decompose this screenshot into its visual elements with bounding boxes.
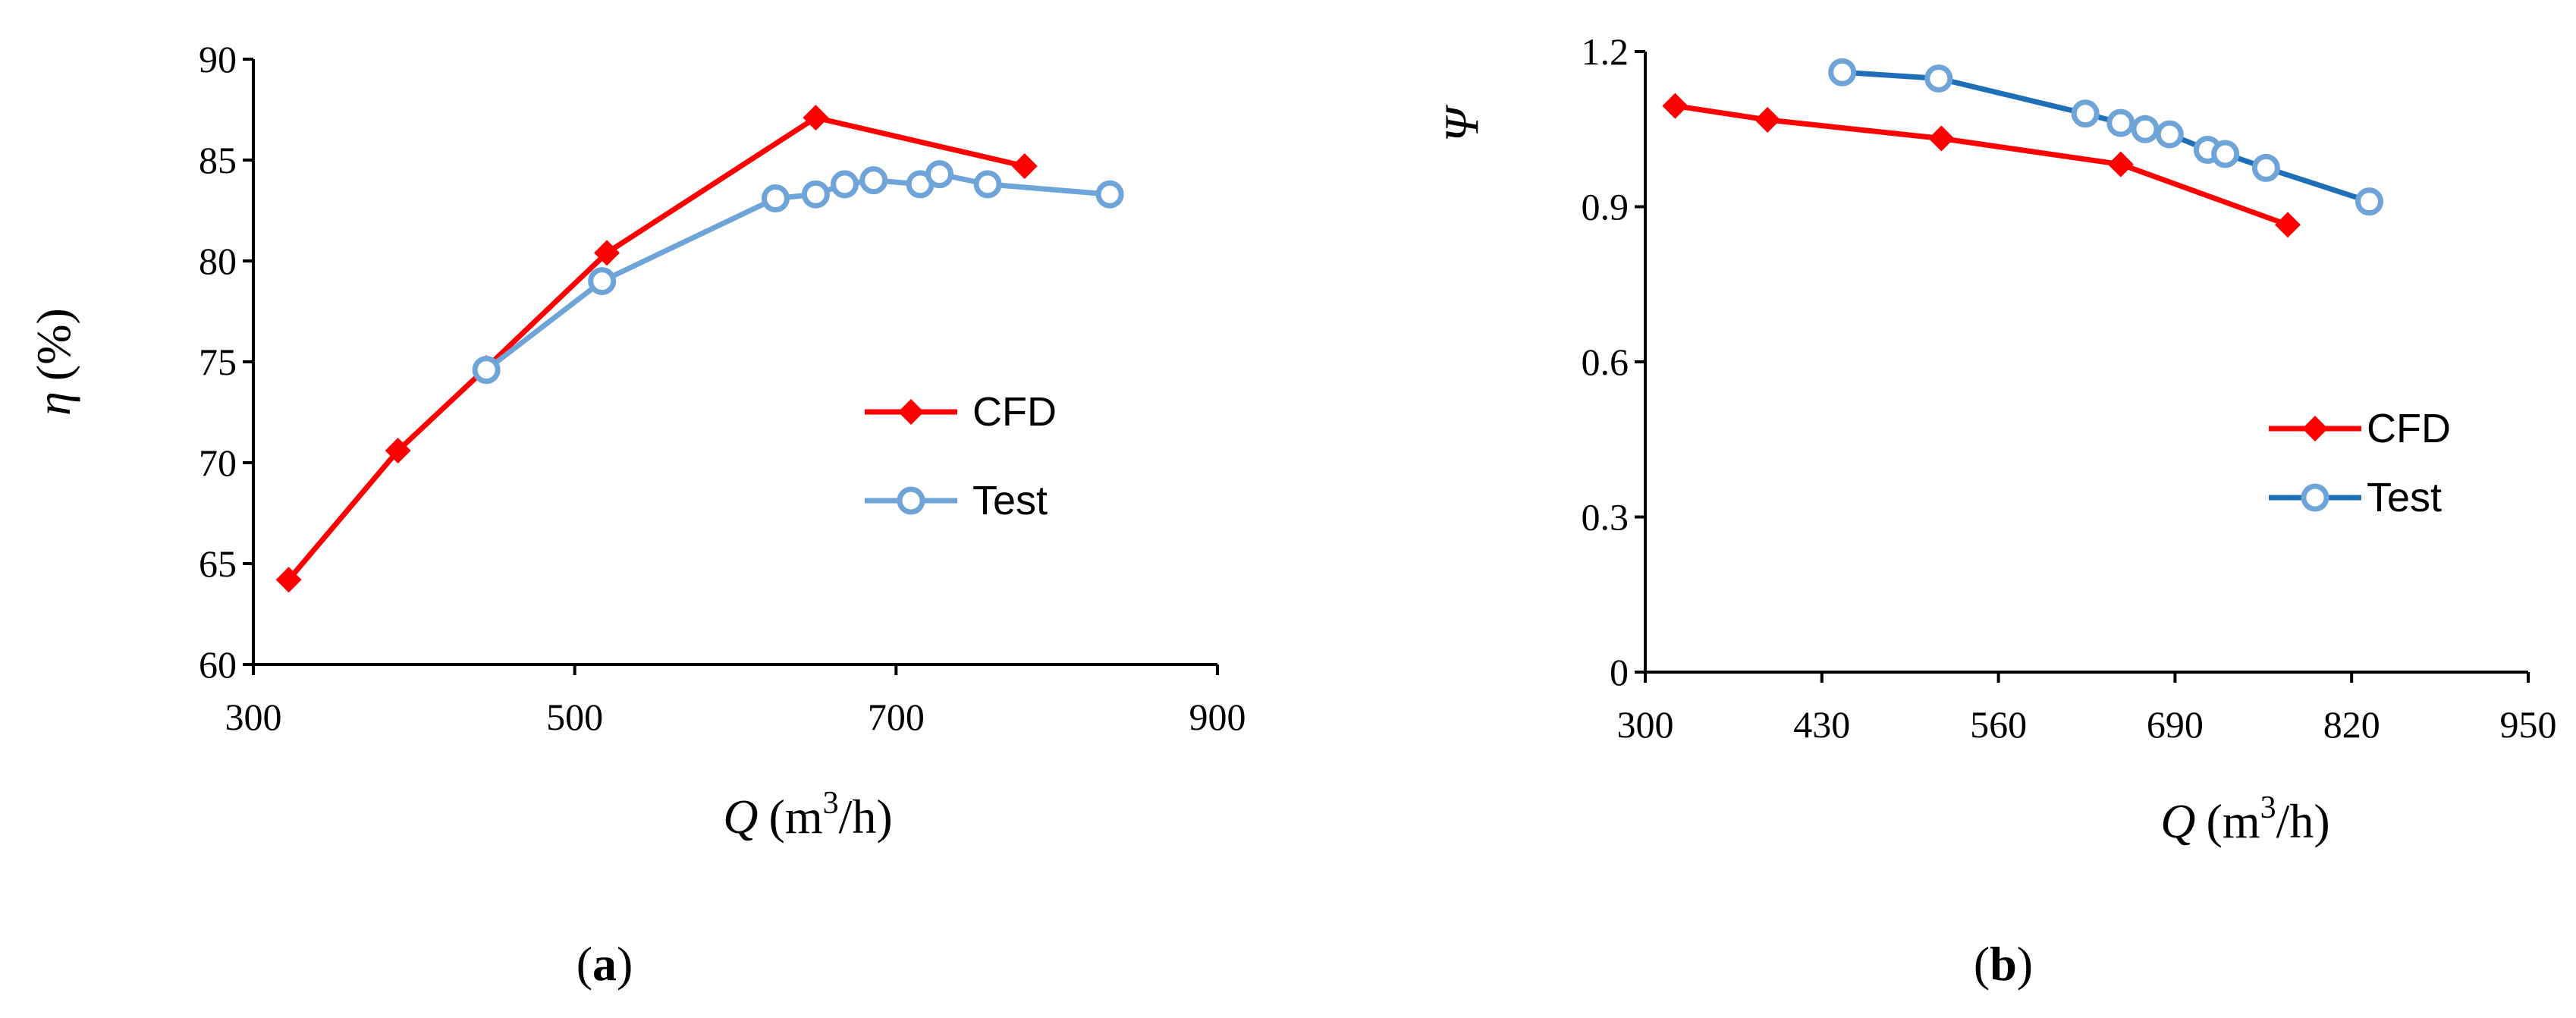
series-line-cfd	[286, 115, 1026, 582]
data-point-cfd	[1011, 152, 1038, 179]
chart-b-x-unit-post: /h)	[2276, 794, 2330, 848]
panel-label-b: (b)	[1974, 937, 2033, 991]
chart-b-x-title: Q (m3/h)	[2160, 790, 2329, 848]
legend-b-cfd-marker	[2302, 416, 2328, 441]
chart-a-y-unit: (%)	[27, 308, 80, 381]
legend-a-test-label: Test	[972, 478, 1048, 523]
x-tick-label: 500	[546, 696, 603, 738]
chart-b-ticks: 0 0.3 0.6 0.9 1.2 300 430 560 690 820 950	[1582, 30, 2557, 746]
chart-b-x-unit-sup: 3	[2260, 790, 2276, 825]
x-tick-label: 690	[2147, 703, 2204, 746]
legend-a-test-marker	[897, 486, 925, 515]
chart-b-x-unit-pre: (m	[2207, 794, 2260, 848]
data-point-test	[588, 267, 617, 296]
chart-a-x-title: Q (m3/h)	[723, 786, 892, 844]
chart-a-ticks: 60 65 70 75 80 85 90 300 500 700 900	[199, 38, 1246, 738]
chart-a-x-unit-pre: (m	[769, 790, 823, 844]
series-line-test	[485, 171, 1111, 372]
x-tick-label: 950	[2500, 703, 2557, 746]
legend-b-test-marker	[2301, 483, 2329, 512]
data-point-test	[801, 180, 830, 209]
y-tick-label: 75	[199, 341, 237, 383]
data-point-test	[831, 170, 859, 199]
y-tick-label: 80	[199, 240, 237, 282]
chart-b-x-var: Q	[2160, 794, 2195, 848]
chart-a-legend: CFD Test	[865, 389, 1057, 523]
data-point-cfd	[385, 438, 411, 464]
x-tick-label: 900	[1189, 696, 1246, 738]
x-tick-label: 820	[2323, 703, 2380, 746]
data-point-test	[1095, 180, 1124, 209]
chart-a-x-var: Q	[723, 790, 758, 844]
data-point-cfd	[594, 240, 620, 266]
legend-b-test-label: Test	[2367, 475, 2442, 520]
chart-b-legend: CFD Test	[2269, 406, 2451, 520]
chart-a-y-var: η	[27, 391, 80, 416]
data-point-cfd	[2107, 151, 2134, 178]
chart-a-x-unit-post: /h)	[839, 790, 893, 844]
y-tick-label: 0.9	[1582, 186, 1629, 228]
y-tick-label: 0.6	[1582, 341, 1629, 383]
data-point-test	[472, 356, 501, 385]
data-point-cfd	[803, 105, 829, 131]
x-tick-label: 430	[1793, 703, 1850, 746]
data-point-test	[761, 184, 790, 213]
data-point-cfd	[2275, 212, 2301, 238]
chart-a-x-unit-sup: 3	[823, 786, 839, 821]
chart-a-y-title: η (%)	[27, 308, 80, 416]
x-tick-label: 300	[225, 696, 282, 738]
data-point-cfd	[1662, 93, 1689, 119]
x-tick-label: 560	[1970, 703, 2027, 746]
panel-label-a: (a)	[576, 937, 633, 991]
data-point-test	[859, 166, 888, 195]
y-tick-label: 70	[199, 441, 237, 484]
data-point-test	[2211, 140, 2240, 168]
data-point-test	[2106, 108, 2135, 137]
y-tick-label: 90	[199, 38, 237, 80]
x-tick-label: 700	[868, 696, 925, 738]
data-point-cfd	[1755, 106, 1781, 133]
data-point-test	[2251, 153, 2280, 182]
data-point-test	[2355, 187, 2383, 216]
data-point-cfd	[275, 567, 302, 593]
y-tick-label: 0.3	[1582, 496, 1629, 539]
data-point-test	[2131, 115, 2160, 143]
x-tick-label: 300	[1617, 703, 1674, 746]
legend-a-cfd-marker	[898, 399, 924, 425]
y-tick-label: 85	[199, 139, 237, 181]
legend-b-cfd-label: CFD	[2367, 406, 2451, 451]
y-tick-label: 65	[199, 542, 237, 585]
chart-a-series	[275, 105, 1124, 593]
y-tick-label: 1.2	[1582, 30, 1629, 73]
data-point-cfd	[1928, 125, 1955, 152]
data-point-test	[973, 170, 1002, 199]
data-point-test	[925, 160, 954, 189]
chart-b: 0 0.3 0.6 0.9 1.2 300 430 560 690 820 950 Ψ Q (m3/h…	[1434, 30, 2557, 991]
data-point-test	[1924, 64, 1953, 93]
legend-a-cfd-label: CFD	[972, 389, 1057, 435]
y-tick-label: 0	[1610, 651, 1629, 693]
data-point-test	[2155, 120, 2184, 149]
data-point-test	[1828, 58, 1857, 86]
chart-b-series	[1662, 58, 2383, 238]
chart-b-y-title: Ψ	[1434, 105, 1488, 143]
y-tick-label: 60	[199, 643, 237, 686]
data-point-test	[2071, 99, 2100, 128]
